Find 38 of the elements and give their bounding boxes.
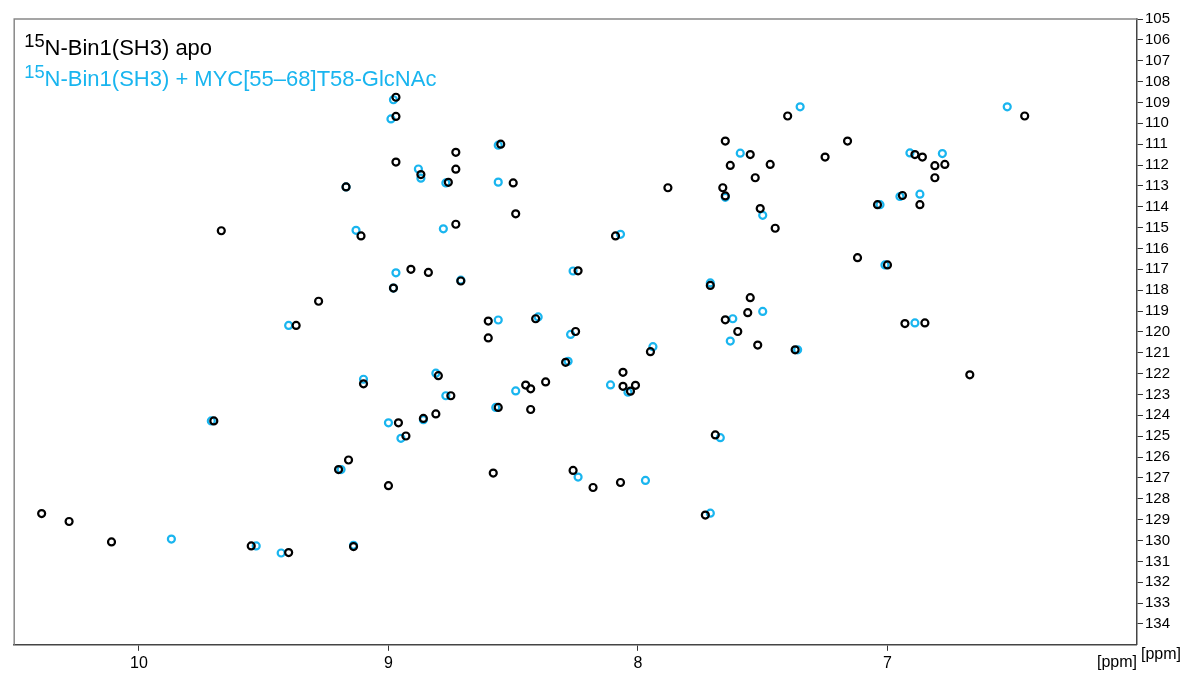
y-tick-label: 130 <box>1144 530 1170 548</box>
y-tick-label: 118 <box>1144 280 1169 298</box>
y-tick-label: 114 <box>1144 196 1169 214</box>
text: $^{15}$N-Bin1(SH3) apo <box>24 29 214 61</box>
x-tick-label: 9 <box>384 653 393 671</box>
y-tick-label: 124 <box>1144 405 1170 423</box>
y-tick-label: 109 <box>1144 92 1170 110</box>
y-tick-label: 132 <box>1144 572 1170 590</box>
y-tick-label: 108 <box>1144 71 1170 89</box>
y-tick-label: 126 <box>1144 447 1170 465</box>
y-tick-label: 113 <box>1144 176 1169 194</box>
y-tick-label: 131 <box>1144 551 1170 569</box>
y-tick-label: 125 <box>1144 426 1170 444</box>
y-tick-label: 111 <box>1144 134 1168 152</box>
y-tick-label: 110 <box>1144 113 1169 131</box>
y-tick-label: 105 <box>1144 9 1170 27</box>
y-tick-label: 121 <box>1144 342 1170 360</box>
y-tick-label: 112 <box>1144 155 1169 173</box>
y-tick-label: 117 <box>1144 259 1169 277</box>
y-tick-label: 116 <box>1144 238 1169 256</box>
y-tick-label: 115 <box>1144 217 1169 235</box>
y-tick-label: 134 <box>1144 614 1170 632</box>
y-axis-title: [ppm] <box>1140 645 1181 663</box>
y-tick-label: 120 <box>1144 322 1170 340</box>
y-tick-label: 129 <box>1144 509 1170 527</box>
y-tick-label: 107 <box>1144 50 1170 68</box>
y-tick-label: 128 <box>1144 488 1170 506</box>
y-tick-label: 123 <box>1144 384 1170 402</box>
y-tick-label: 119 <box>1144 301 1169 319</box>
y-tick-label: 106 <box>1144 30 1170 47</box>
y-tick-label: 133 <box>1144 593 1170 611</box>
x-tick-label: 7 <box>883 653 893 671</box>
x-tick-label: 8 <box>633 653 643 671</box>
series-label: $^{15}$N-Bin1(SH3) + MYC[55–68]T58-GlcNAc <box>24 60 437 92</box>
x-axis-title: [ppm] <box>1096 653 1137 671</box>
x-tick-label: 10 <box>130 653 148 671</box>
y-tick-label: 122 <box>1144 363 1170 381</box>
y-tick-label: 127 <box>1144 468 1170 486</box>
